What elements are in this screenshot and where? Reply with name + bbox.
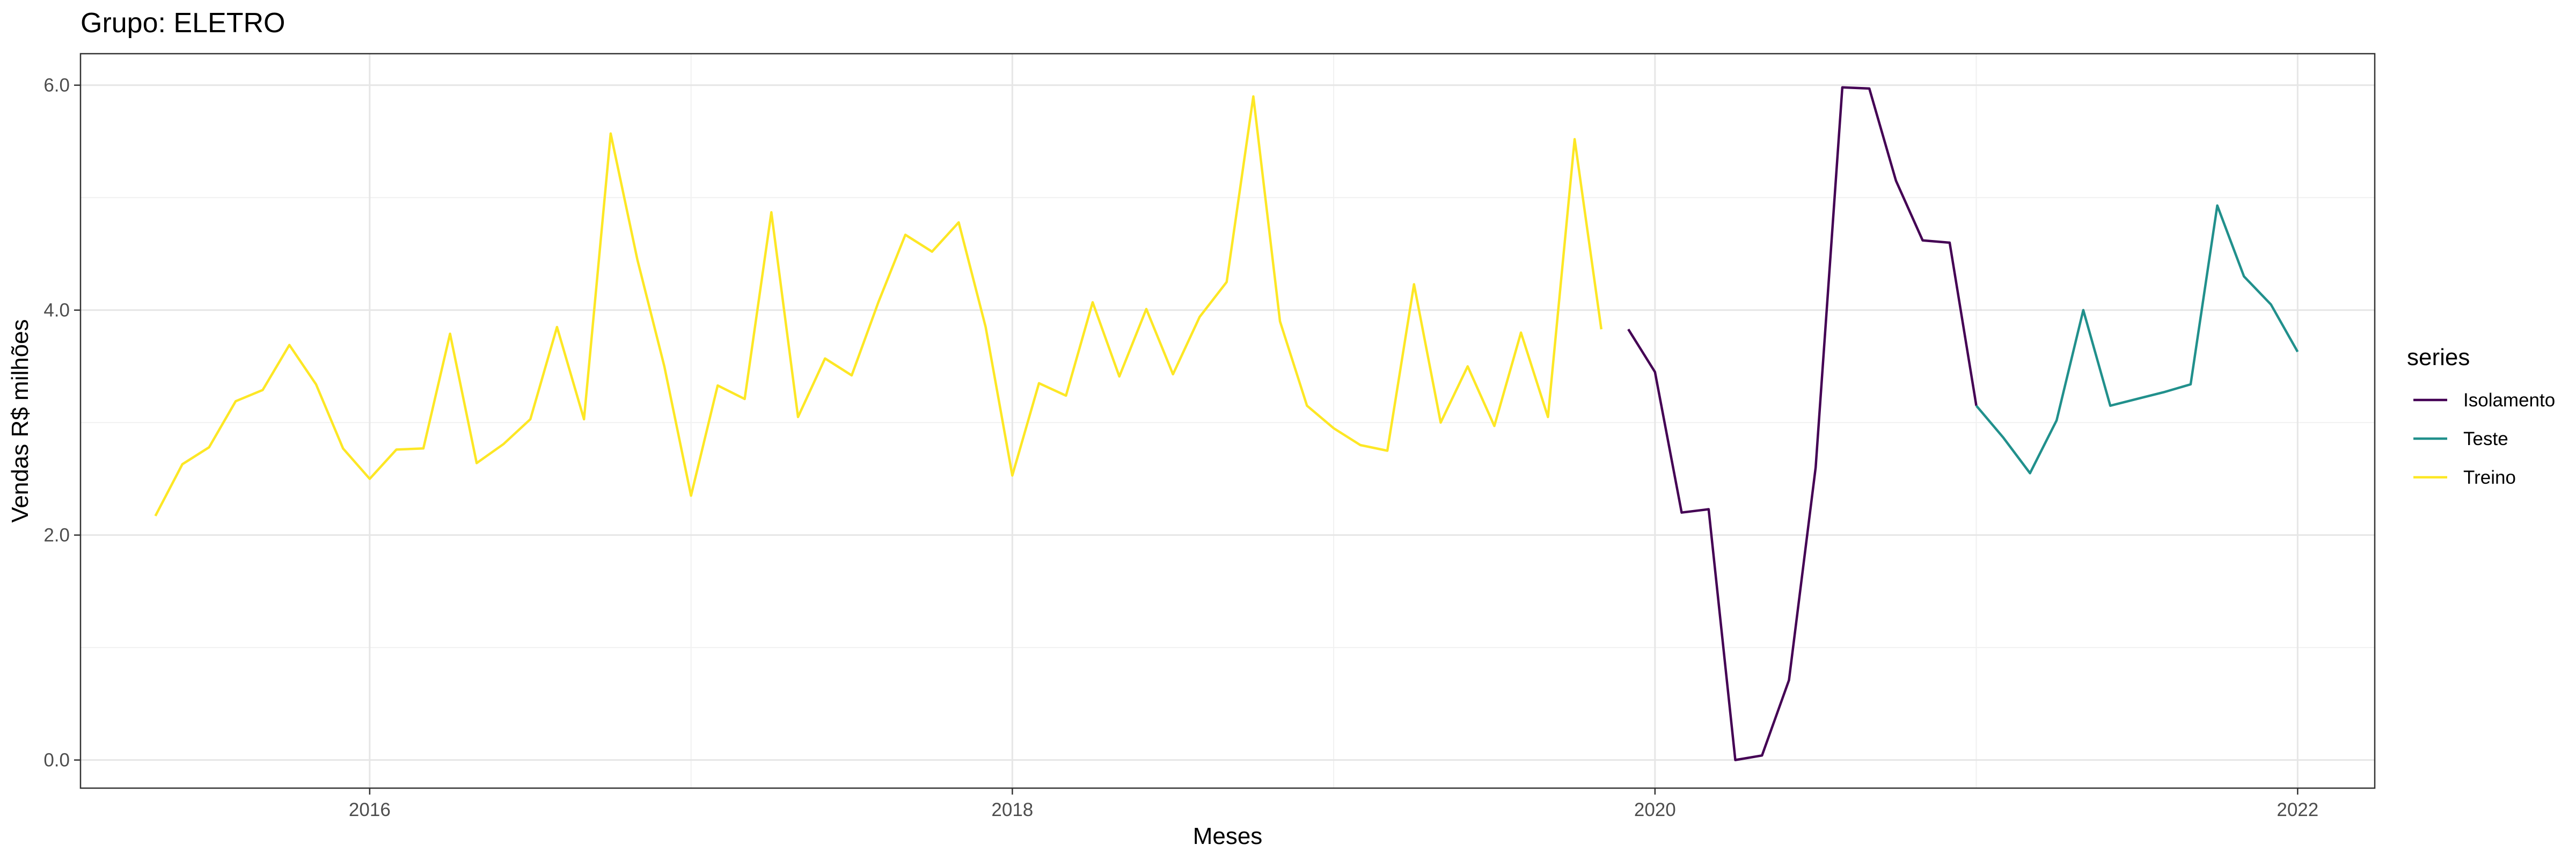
x-tick-label: 2018 bbox=[991, 799, 1033, 820]
y-tick-label: 0.0 bbox=[43, 750, 70, 771]
legend: series Isolamento Teste Treino bbox=[2407, 344, 2555, 488]
legend-label: Treino bbox=[2463, 467, 2516, 488]
panel-border bbox=[79, 53, 2376, 789]
grid-major bbox=[80, 54, 2375, 788]
x-axis: 2016 2018 2020 2022 bbox=[349, 788, 2318, 820]
chart-title: Grupo: ELETRO bbox=[80, 8, 285, 39]
legend-label: Teste bbox=[2463, 428, 2508, 449]
y-tick-label: 2.0 bbox=[43, 525, 70, 546]
series-line-treino bbox=[154, 95, 1603, 517]
y-axis-title: Vendas R$ milhões bbox=[7, 319, 33, 522]
x-tick-label: 2022 bbox=[2277, 799, 2318, 820]
y-axis: 0.0 2.0 4.0 6.0 bbox=[43, 75, 80, 771]
series-line-teste bbox=[1975, 204, 2299, 475]
series-line-isolamento bbox=[1627, 86, 1978, 761]
y-tick-label: 6.0 bbox=[43, 75, 70, 96]
x-axis-title: Meses bbox=[1193, 823, 1263, 849]
legend-label: Isolamento bbox=[2463, 390, 2555, 411]
y-tick-label: 4.0 bbox=[43, 300, 70, 321]
x-tick-label: 2020 bbox=[1634, 799, 1676, 820]
legend-title: series bbox=[2407, 344, 2470, 370]
series-layer bbox=[154, 86, 2299, 761]
x-tick-label: 2016 bbox=[349, 799, 391, 820]
grid-minor bbox=[80, 54, 2375, 788]
